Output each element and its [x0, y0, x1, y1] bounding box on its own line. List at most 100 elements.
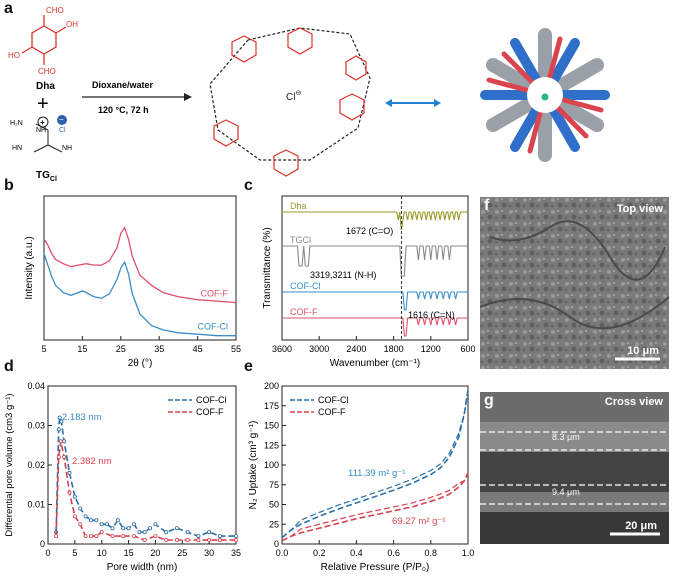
series-line-1 — [282, 245, 468, 277]
data-point — [57, 415, 62, 420]
data-point — [83, 514, 88, 519]
series-label-3: COF-F — [290, 307, 318, 317]
tg-atoms-4: NH — [62, 145, 72, 152]
data-point — [137, 530, 142, 535]
cof-ring-structure — [209, 27, 371, 177]
panel-label-d: d — [4, 358, 14, 375]
data-point — [217, 534, 222, 539]
x-tick-label: 25 — [116, 344, 126, 354]
x-tick-label: 0.6 — [387, 548, 400, 558]
data-point — [153, 522, 158, 527]
legend-label: COF-Cl — [196, 395, 227, 405]
sem-thickness-1: 8.3 μm — [552, 432, 580, 442]
data-point — [164, 530, 169, 535]
data-point — [196, 538, 201, 543]
annotation-peak-cof-f: 2.382 nm — [72, 456, 112, 467]
data-point — [72, 514, 77, 519]
sem-top-view-image: f Top view 10 μm — [480, 197, 669, 369]
y-tick-label: 50 — [269, 500, 279, 510]
x-tick-label: 0 — [45, 548, 50, 558]
series-label-cof-f: COF-F — [201, 289, 229, 299]
data-point — [67, 470, 72, 475]
tg-atoms-3: HN — [12, 145, 22, 152]
x-tick-label: 35 — [231, 548, 241, 558]
data-point — [62, 455, 67, 460]
ftir-chart: 3600 3000 2400 1800 1200 600 Wavenumber (cm⁻¹)… — [262, 195, 475, 369]
x-tick-label: 3600 — [272, 344, 292, 354]
y-tick-label: 0 — [274, 539, 279, 549]
data-point — [78, 506, 83, 511]
x-tick-label: 600 — [460, 344, 475, 354]
series-adsorption-1 — [281, 472, 469, 542]
x-tick-label: 0.2 — [313, 548, 326, 558]
x-tick-label: 10 — [97, 548, 107, 558]
y-tick-label: 175 — [264, 401, 279, 411]
series-label-2: COF-Cl — [290, 281, 321, 291]
x-tick-label: 1.0 — [462, 548, 475, 558]
data-point — [115, 518, 120, 523]
x-tick-label: 1200 — [421, 344, 441, 354]
x-tick-label: 1800 — [384, 344, 404, 354]
annotation-cn: 1616 (C=N) — [408, 310, 455, 320]
panel-label-c: c — [244, 177, 253, 194]
data-point — [99, 522, 104, 527]
tg-counter: Cl — [59, 127, 66, 134]
annotation-bet-cof-f: 69.27 m² g⁻¹ — [392, 516, 446, 527]
tg-label: TGCl — [36, 170, 57, 183]
dha-label: Dha — [36, 81, 55, 92]
data-point — [131, 522, 136, 527]
x-axis-label: 2θ (°) — [128, 358, 153, 369]
legend-label: COF-Cl — [318, 395, 349, 405]
data-point — [121, 534, 126, 539]
series-desorption-0 — [281, 389, 469, 539]
y-tick-label: 0.02 — [27, 460, 45, 470]
arrow-condition-2: 120 °C, 72 h — [98, 105, 149, 115]
y-axis-label: N₂ Uptake (cm³ g⁻¹) — [248, 421, 259, 510]
data-point — [110, 526, 115, 531]
series-line-0 — [282, 211, 468, 231]
x-tick-label: 5 — [41, 344, 46, 354]
series-line-2 — [282, 291, 468, 311]
data-point — [83, 534, 88, 539]
y-tick-label: 0.03 — [27, 421, 45, 431]
dha-cho-bottom: CHO — [38, 67, 56, 76]
cof-3d-model-image — [480, 28, 610, 162]
x-tick-label: 5 — [72, 548, 77, 558]
cof-counter-ion: Cl⊖ — [286, 90, 301, 103]
data-point — [99, 530, 104, 535]
xrd-chart: 5 15 25 35 45 55 2θ (°) Intensity (a.u.) COF-F CO… — [24, 195, 241, 369]
data-point — [233, 534, 238, 539]
series-label-1: TGCl — [290, 235, 311, 245]
x-tick-label: 25 — [177, 548, 187, 558]
data-point — [217, 538, 222, 543]
data-point — [185, 538, 190, 543]
arrow-condition-1: Dioxane/water — [92, 80, 154, 90]
y-tick-label: 0.04 — [27, 381, 45, 391]
data-point — [207, 530, 212, 535]
data-point — [233, 538, 238, 543]
y-axis-label: Transmittance (%) — [262, 227, 273, 308]
plus-charge-icon — [37, 116, 49, 128]
data-point — [78, 522, 83, 527]
x-tick-label: 20 — [150, 548, 160, 558]
series-desorption-1 — [281, 472, 469, 542]
data-point — [72, 494, 77, 499]
data-point — [54, 534, 59, 539]
annotation-peak-cof-cl: 2.183 nm — [62, 412, 102, 423]
sem-top-title: Top view — [616, 203, 663, 215]
series-line-cof-cl — [43, 253, 236, 337]
panel-label-b: b — [4, 177, 14, 194]
series-adsorption-0 — [281, 389, 469, 539]
x-axis-label: Pore width (nm) — [107, 562, 178, 573]
data-point — [174, 538, 179, 543]
data-point — [94, 534, 99, 539]
data-point — [62, 439, 67, 444]
y-tick-label: 150 — [264, 421, 279, 431]
pore-size-chart: 0 5 10 15 20 25 30 35 0 0.01 0.02 0.03 0.04 Pore widt… — [4, 381, 241, 573]
y-tick-label: 125 — [264, 440, 279, 450]
y-tick-label: 75 — [269, 480, 279, 490]
x-tick-label: 35 — [154, 344, 164, 354]
plot-frame — [281, 195, 469, 341]
data-point — [131, 534, 136, 539]
series-label-0: Dha — [290, 201, 307, 211]
